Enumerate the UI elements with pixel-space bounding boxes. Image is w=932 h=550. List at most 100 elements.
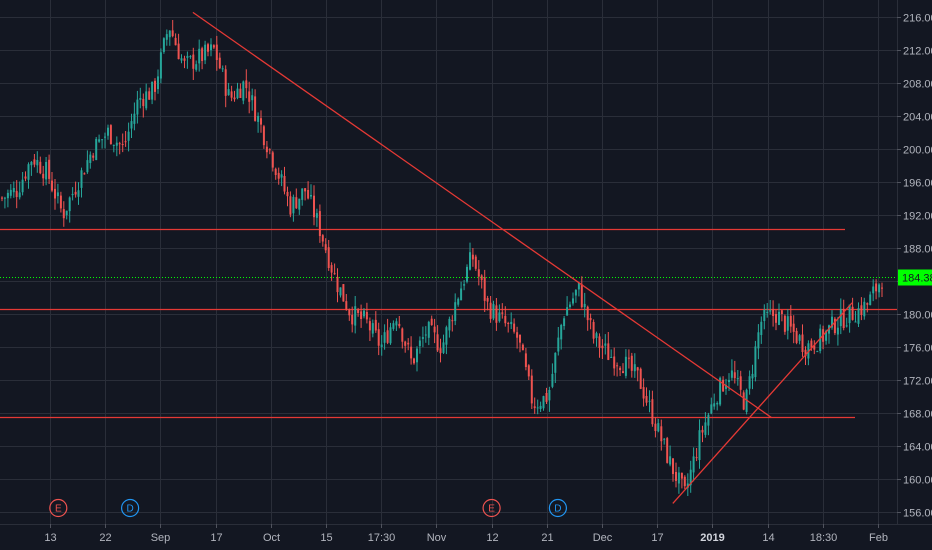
x-tick-label[interactable]: 15	[320, 532, 332, 544]
candle-down	[739, 376, 742, 390]
candle-up	[45, 162, 48, 180]
x-tick-label[interactable]: 14	[762, 532, 774, 544]
candle-down	[645, 396, 648, 403]
candle-down	[245, 80, 248, 89]
candle-down	[124, 141, 127, 143]
candle-up	[819, 328, 822, 351]
candle-down	[530, 375, 533, 404]
candle-down	[183, 58, 186, 61]
candle-up	[104, 136, 106, 138]
x-tick-label[interactable]: 17	[651, 532, 663, 544]
candle-up	[18, 192, 21, 198]
x-tick-label[interactable]: Sep	[151, 532, 171, 544]
y-tick-label[interactable]: 156.00	[903, 508, 932, 520]
candle-down	[474, 256, 477, 269]
x-tick-label[interactable]: 17:30	[368, 532, 396, 544]
candle-down	[192, 54, 195, 69]
x-tick-label[interactable]: 21	[541, 532, 553, 544]
candle-down	[324, 244, 327, 251]
candle-down	[239, 88, 242, 98]
x-axis[interactable]: 13 22 Sep 17 Oct 15 17:30 Nov 12 21 Dec 17 2019 14 18:…	[0, 524, 932, 544]
candle-down	[733, 372, 736, 379]
candle-down	[39, 161, 42, 174]
y-tick-label[interactable]: 188.00	[903, 244, 932, 256]
y-tick-label[interactable]: 176.00	[903, 343, 932, 355]
candle-up	[363, 310, 365, 317]
candle-down	[233, 97, 236, 100]
candle-down	[639, 368, 642, 389]
candle-down	[42, 173, 45, 179]
x-tick-label[interactable]: 12	[486, 532, 498, 544]
y-tick-label[interactable]: 208.00	[903, 79, 932, 91]
y-tick-label[interactable]: 204.00	[903, 112, 932, 124]
y-axis[interactable]: 156.00 160.00 164.00 168.00 172.00 176.00 180.…	[897, 0, 932, 524]
candle-down	[480, 275, 483, 281]
event-marker-label: E	[488, 504, 495, 515]
candle-up	[98, 139, 101, 142]
x-tick-label[interactable]: 18:30	[810, 532, 838, 544]
candle-down	[642, 387, 645, 399]
y-tick-label[interactable]: 180.00	[903, 310, 932, 322]
x-tick-label[interactable]: 22	[99, 532, 111, 544]
candle-up	[89, 154, 92, 163]
candle-down	[304, 188, 307, 192]
x-tick-label[interactable]: Oct	[263, 532, 280, 544]
candle-up	[728, 379, 730, 383]
candle-up	[157, 76, 159, 90]
candle-up	[548, 390, 551, 401]
y-tick-label[interactable]: 216.00	[903, 13, 932, 25]
event-marker-d	[548, 498, 568, 518]
y-tick-label[interactable]: 172.00	[903, 376, 932, 388]
candle-up	[624, 356, 627, 376]
candle-down	[342, 284, 345, 302]
candle-down	[636, 367, 639, 371]
candle-down	[433, 326, 436, 333]
candle-up	[707, 414, 710, 426]
candle-down	[439, 348, 442, 354]
x-tick-label[interactable]: Dec	[593, 532, 613, 544]
candle-down	[83, 173, 86, 175]
candle-down	[586, 306, 589, 321]
candle-down	[410, 346, 413, 359]
candle-up	[315, 213, 318, 218]
y-tick-label[interactable]: 164.00	[903, 442, 932, 454]
x-tick-label[interactable]: 2019	[700, 532, 724, 544]
y-tick-label[interactable]: 192.00	[903, 211, 932, 223]
y-tick-label[interactable]: 196.00	[903, 178, 932, 190]
candle-down	[630, 355, 633, 371]
candle-up	[27, 164, 30, 180]
candle-up	[133, 113, 136, 124]
candle-down	[374, 319, 377, 331]
candle-up	[557, 337, 560, 352]
candle-down	[519, 334, 521, 343]
event-marker-e	[482, 498, 501, 518]
candle-up	[719, 377, 722, 405]
candle-down	[201, 48, 204, 61]
y-tick-label[interactable]: 200.00	[903, 145, 932, 157]
candle-down	[810, 340, 813, 348]
candle-up	[68, 197, 71, 212]
candle-up	[310, 195, 312, 197]
candle-down	[74, 191, 77, 195]
candle-up	[510, 321, 513, 325]
candle-up	[442, 342, 445, 353]
candle-up	[198, 48, 201, 64]
x-tick-label[interactable]: 17	[210, 532, 222, 544]
candle-up	[189, 56, 192, 58]
x-tick-label[interactable]: Nov	[427, 532, 447, 544]
candle-down	[775, 314, 777, 323]
x-tick-label[interactable]: 13	[44, 532, 56, 544]
candle-up	[657, 423, 660, 432]
candle-up	[454, 302, 457, 321]
candle-up	[3, 197, 6, 199]
y-tick-label[interactable]: 212.00	[903, 46, 932, 58]
x-tick-label[interactable]: Feb	[869, 532, 888, 544]
candle-down	[54, 188, 56, 199]
candle-up	[554, 352, 557, 373]
candle-down	[589, 318, 592, 321]
candle-down	[851, 306, 854, 320]
y-tick-label[interactable]: 168.00	[903, 409, 932, 421]
y-tick-label[interactable]: 160.00	[903, 475, 932, 487]
